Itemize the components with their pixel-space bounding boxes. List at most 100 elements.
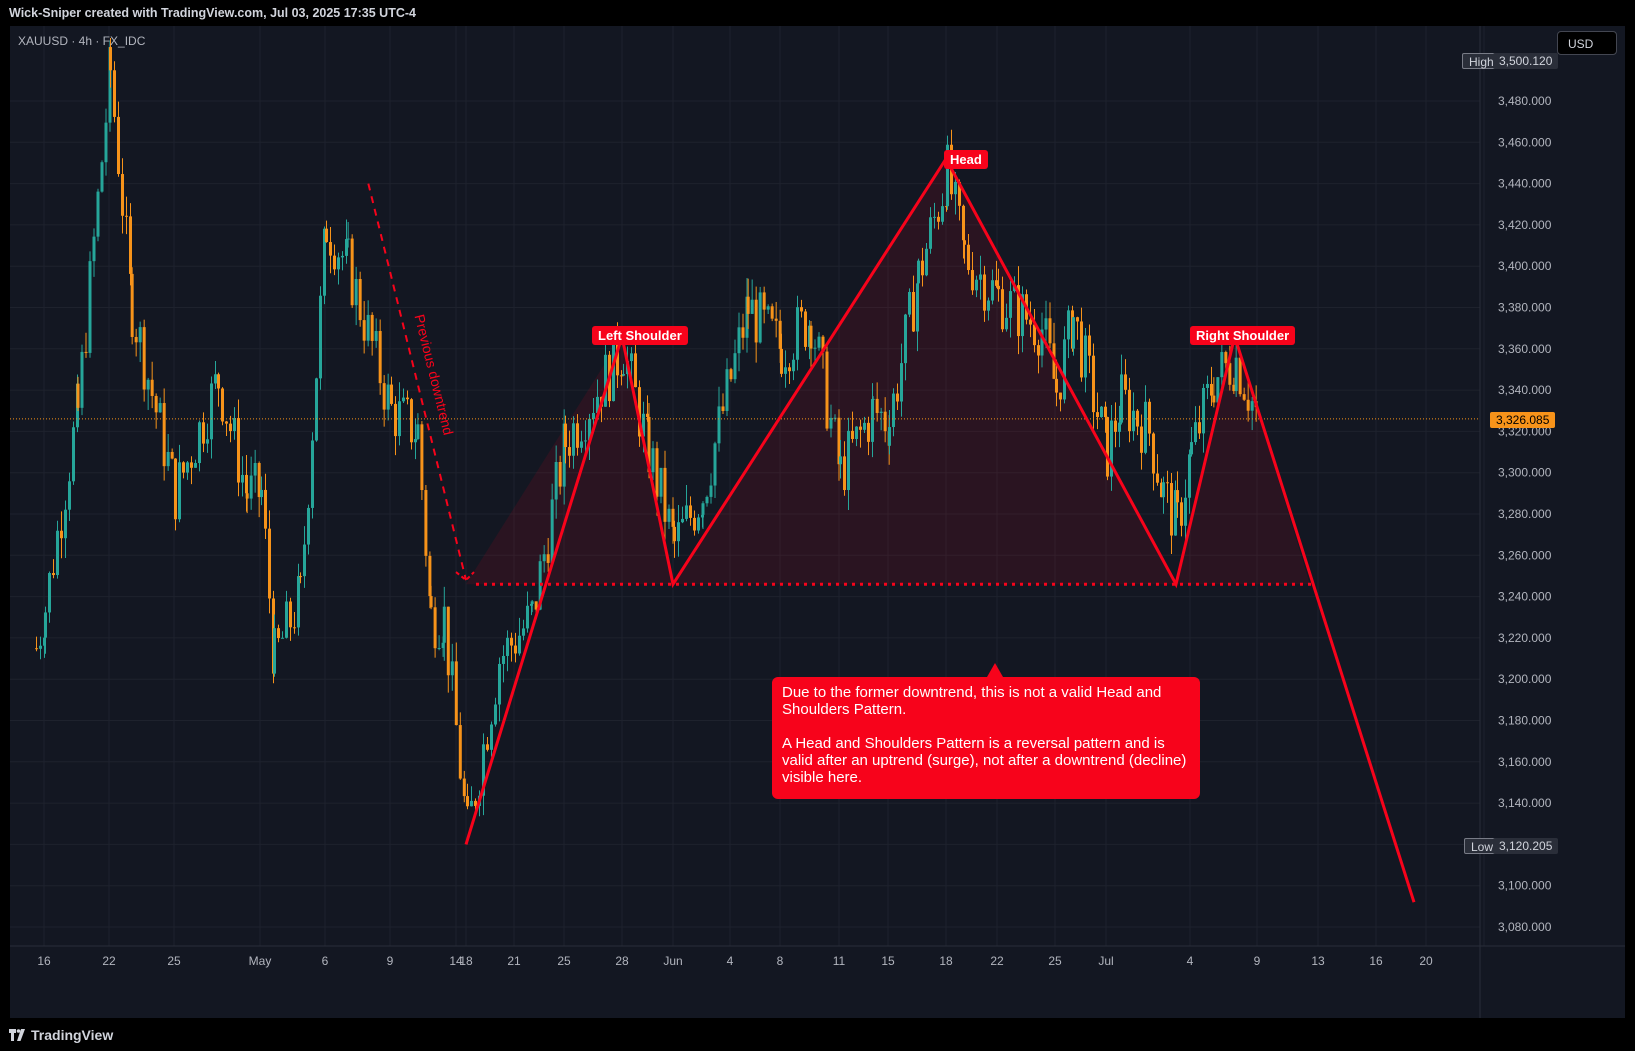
previous-downtrend-line	[367, 183, 467, 581]
candle-body	[971, 270, 974, 291]
candle-body	[378, 331, 382, 384]
candle-body	[554, 462, 558, 500]
candle-body	[129, 216, 132, 274]
candle-body	[800, 307, 803, 312]
candle-body	[1029, 319, 1032, 325]
time-tick-label: 9	[1254, 954, 1261, 968]
price-tick-label: 3,260.000	[1498, 548, 1552, 562]
candle-body	[825, 351, 829, 429]
candle-body	[596, 396, 599, 413]
tradingview-logo[interactable]: TradingView	[9, 1027, 113, 1043]
candle-body	[958, 181, 961, 206]
candle-body	[863, 422, 866, 430]
candle-body	[925, 248, 928, 276]
candle-body	[725, 369, 729, 411]
candle-body	[1216, 377, 1220, 403]
candle-body	[817, 336, 821, 348]
time-tick-label: Jul	[1098, 954, 1113, 968]
candle-body	[770, 306, 774, 319]
candle-body	[281, 637, 284, 639]
candle-body	[588, 418, 591, 441]
candles	[35, 38, 1258, 817]
head-label[interactable]: Head	[944, 150, 988, 169]
candle-body	[592, 412, 595, 419]
candle-body	[514, 645, 517, 654]
candle-body	[859, 426, 862, 430]
candle-body	[750, 299, 754, 314]
candle-body	[264, 489, 267, 529]
candle-body	[506, 637, 509, 656]
candle-body	[780, 348, 783, 374]
candle-body	[100, 162, 104, 192]
chart-pane[interactable]: 3,480.000 3,460.000 3,440.000 3,420.000 3,40…	[10, 26, 1625, 1018]
candle-body	[1234, 357, 1238, 392]
candle-body	[788, 367, 791, 372]
candle-body	[921, 260, 924, 276]
candle-body	[1184, 497, 1187, 526]
top-bar: Wick-Sniper created with TradingView.com…	[0, 0, 1635, 26]
candle-body	[542, 554, 546, 562]
price-tick-label: 3,140.000	[1498, 796, 1552, 810]
price-tick-label: 3,300.000	[1498, 466, 1552, 480]
candle-body	[855, 426, 858, 439]
candle-body	[1033, 324, 1036, 346]
time-tick-label: May	[249, 954, 272, 968]
high-value: 3,500.120	[1493, 53, 1559, 69]
candle-body	[717, 406, 721, 444]
candle-body	[154, 395, 158, 413]
note-callout[interactable]: Due to the former downtrend, this is not…	[772, 677, 1200, 799]
price-tick-label: 3,400.000	[1498, 259, 1552, 273]
candle-body	[386, 384, 390, 410]
candle-body	[916, 283, 919, 332]
candle-body	[510, 637, 513, 646]
candle-body	[651, 448, 655, 473]
candle-body	[821, 336, 825, 352]
candle-body	[146, 379, 150, 390]
candle-body	[170, 451, 174, 459]
candle-body	[1224, 352, 1228, 364]
price-tick-label: 3,420.000	[1498, 218, 1552, 232]
candle-body	[681, 518, 684, 523]
candle-body	[1048, 318, 1052, 344]
candle-body	[333, 255, 336, 270]
time-tick-label: 11	[833, 954, 846, 968]
currency-button[interactable]: USD	[1557, 31, 1617, 55]
candle-body	[366, 314, 370, 341]
candle-body	[1076, 317, 1079, 322]
candle-body	[142, 327, 146, 390]
candle-body	[534, 601, 538, 610]
candle-body	[394, 403, 397, 437]
candle-body	[382, 383, 386, 410]
left-shoulder-label[interactable]: Left Shoulder	[592, 326, 688, 345]
price-tick-label: 3,180.000	[1498, 714, 1552, 728]
candle-body	[937, 216, 940, 222]
candle-body	[442, 606, 446, 643]
candle-body	[354, 279, 358, 306]
time-tick-label: 9	[387, 954, 394, 968]
candle-body	[43, 637, 46, 646]
chart-canvas[interactable]: 3,480.000 3,460.000 3,440.000 3,420.000 3,40…	[10, 26, 1625, 1018]
candle-body	[39, 645, 42, 649]
candle-body	[293, 627, 296, 629]
candle-body	[257, 462, 261, 498]
candle-body	[390, 384, 393, 404]
candle-body	[1162, 482, 1165, 498]
right-shoulder-label[interactable]: Right Shoulder	[1190, 326, 1296, 345]
time-tick-label: 22	[102, 954, 116, 968]
candle-body	[134, 336, 138, 343]
candle-body	[655, 448, 659, 497]
candle-body	[1063, 339, 1066, 400]
candle-body	[1176, 490, 1179, 503]
candle-body	[673, 526, 676, 542]
candle-body	[1188, 454, 1191, 498]
time-tick-label: 4	[727, 954, 734, 968]
candle-body	[792, 359, 795, 372]
candle-body	[1202, 387, 1205, 434]
candle-body	[804, 311, 807, 347]
candle-body	[341, 255, 344, 258]
candle-body	[109, 47, 112, 71]
candle-body	[1106, 417, 1109, 477]
candle-body	[1140, 426, 1143, 453]
price-tick-label: 3,280.000	[1498, 507, 1552, 521]
symbol-info[interactable]: XAUUSD · 4h · FX_IDC	[18, 34, 146, 48]
